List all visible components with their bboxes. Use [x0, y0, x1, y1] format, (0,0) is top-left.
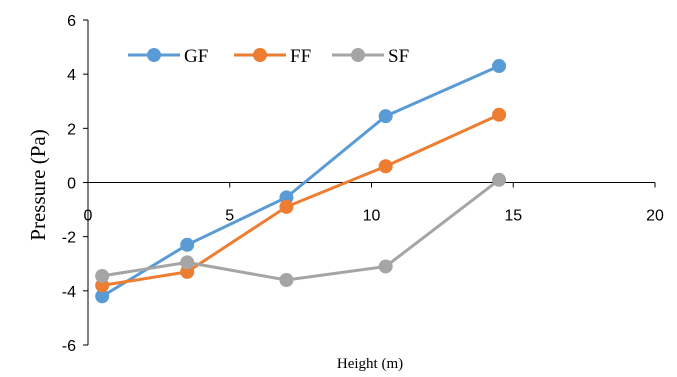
legend-marker: [351, 48, 365, 62]
x-tick-label: 15: [504, 208, 522, 225]
legend-marker: [253, 48, 267, 62]
series-layer: [95, 59, 507, 304]
x-tick-label: 0: [84, 208, 93, 225]
y-tick-label: -6: [62, 338, 76, 355]
series-sf: [95, 172, 507, 287]
x-tick-label: 5: [225, 208, 234, 225]
data-point-gf: [95, 289, 110, 304]
data-point-ff: [279, 199, 294, 214]
y-tick-label: -2: [62, 230, 76, 247]
y-tick-label: 0: [67, 176, 76, 193]
data-point-ff: [378, 159, 393, 174]
legend-item-ff: FF: [234, 46, 311, 67]
data-point-gf: [492, 59, 507, 74]
data-point-sf: [180, 255, 195, 270]
x-tick-labels: 0 5 10 15 20: [84, 208, 664, 225]
series-line-gf: [101, 64, 500, 298]
y-tick-label: 2: [67, 121, 76, 138]
data-point-sf: [279, 273, 294, 287]
y-tick-label: 4: [67, 67, 76, 84]
legend-label: GF: [184, 46, 208, 67]
data-point-sf: [378, 259, 393, 274]
data-point-ff: [492, 107, 507, 122]
legend-label: SF: [388, 46, 409, 67]
legend-label: FF: [290, 46, 311, 67]
series-ff: [95, 107, 507, 293]
data-point-sf: [492, 172, 507, 187]
x-tick-label: 20: [646, 208, 664, 225]
x-tick-label: 10: [363, 208, 381, 225]
y-axis-title: Pressure (Pa): [26, 129, 50, 240]
data-point-gf: [378, 109, 393, 124]
legend-item-gf: GF: [128, 46, 208, 67]
y-tick-label: -4: [62, 284, 76, 301]
x-axis-title: Height (m): [337, 356, 403, 372]
legend-marker: [147, 48, 161, 62]
legend: GF FF SF: [128, 46, 409, 67]
axes: [83, 19, 656, 346]
data-point-sf: [95, 268, 110, 283]
series-line-sf: [101, 178, 501, 282]
data-point-gf: [180, 237, 195, 252]
y-tick-label: 6: [67, 13, 76, 30]
legend-item-sf: SF: [332, 46, 409, 67]
y-tick-labels: 6 4 2 0 -2 -4 -6: [62, 13, 76, 355]
